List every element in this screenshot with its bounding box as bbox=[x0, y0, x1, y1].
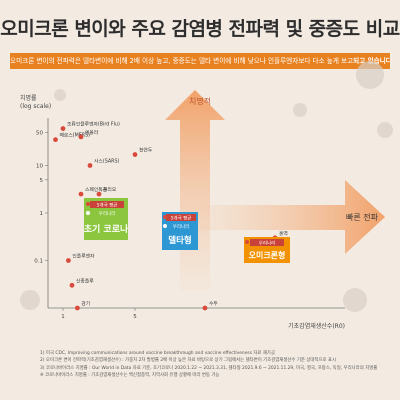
x-tick-label-1: 5 bbox=[133, 314, 137, 320]
group-delta-badge: 5개국 평균 bbox=[171, 215, 192, 222]
group-omicron-badge: 우리나라 bbox=[259, 240, 276, 247]
data-point-label-4: 스페인독감 bbox=[85, 186, 108, 193]
data-point-label-9: 감기 bbox=[81, 300, 90, 307]
group-omicron: 우리나라 오미크론형 bbox=[244, 237, 290, 263]
data-point-5 bbox=[96, 191, 102, 197]
data-point-11 bbox=[202, 305, 208, 311]
y-tick-label-3: 1 bbox=[40, 211, 44, 217]
data-point-label-10: 홍역 bbox=[279, 230, 288, 237]
data-point-label-0: 조류인플루엔자(Bird Flu) bbox=[67, 121, 120, 128]
y-tick-label-0: 50 bbox=[36, 130, 43, 136]
data-point-3 bbox=[132, 152, 138, 157]
group-initial-label: 초기 코로나 bbox=[84, 223, 129, 235]
data-point-4 bbox=[78, 191, 84, 197]
data-point-8 bbox=[66, 258, 71, 263]
banner-text: 오미크론 변이의 전파력은 델타변이에 비해 2배 이상 높고, 중증도는 델타… bbox=[10, 57, 354, 65]
footnote-2: 2) 오미크론 변이 전파력(기초감염재생산수) : 가중치 2차 발병률 2배… bbox=[40, 358, 337, 364]
group-initial-badge: 5개국 평균 bbox=[97, 202, 118, 209]
group-delta: 5개국 평균 우리나라 델타형 bbox=[162, 212, 198, 250]
y-axis-label: 치명률 (log scale) bbox=[20, 94, 51, 110]
y-tick-label-4: 0.1 bbox=[34, 259, 43, 265]
footnote-4: ※ 코로나바이러스 치명률 : 기초감염재생산수는 백신접종력, 지역사회 유행… bbox=[40, 373, 220, 379]
data-point-1 bbox=[53, 137, 58, 143]
transmission-arrow bbox=[180, 180, 385, 254]
data-point-label-3: 천연두 bbox=[139, 147, 153, 154]
data-point-0 bbox=[60, 126, 66, 131]
footnotes: 1) 미국 CDC, Improving communications arou… bbox=[40, 350, 390, 380]
data-point-label-1: 메르스(MERS) bbox=[60, 132, 91, 139]
data-point-7 bbox=[69, 282, 75, 288]
data-point-label-6: 사스(SARS) bbox=[94, 158, 119, 165]
decorative-virus-icons bbox=[20, 61, 393, 312]
page-title: 오미크론 변이와 주요 감염병 전파력 및 중증도 비교 bbox=[0, 18, 400, 40]
data-point-label-2: 에볼라 bbox=[85, 129, 99, 136]
y-tick-label-1: 10 bbox=[36, 164, 43, 170]
data-point-2 bbox=[78, 134, 84, 140]
group-delta-subbadge: 우리나라 bbox=[173, 223, 190, 230]
footnote-3: 3) 코로나바이러스 치명률 : Our World in Data 자료 기준… bbox=[40, 365, 378, 371]
data-point-label-11: 수두 bbox=[209, 301, 218, 307]
footnote-1: 1) 미국 CDC, Improving communications arou… bbox=[40, 351, 275, 356]
x-tick-label-0: 1 bbox=[61, 314, 65, 320]
banner-emphasis: 되고 있습니다. bbox=[353, 57, 390, 65]
severity-arrow-label: 치명적 bbox=[189, 96, 211, 106]
data-point-label-7: 신종플루 bbox=[76, 277, 94, 284]
data-point-9 bbox=[75, 305, 80, 311]
group-omicron-label: 오미크론형 bbox=[249, 250, 286, 260]
severity-arrow bbox=[165, 90, 225, 290]
data-point-label-5: 폴리오 bbox=[103, 186, 117, 193]
data-point-label-8: 인플루엔자 bbox=[72, 253, 95, 260]
data-point-6 bbox=[87, 163, 93, 168]
x-axis-label: 기초감염재생산수(R0) bbox=[288, 322, 345, 330]
transmission-arrow-label: 빠른 전파 bbox=[346, 212, 379, 222]
y-tick-label-2: 5 bbox=[40, 178, 44, 184]
group-delta-label: 델타형 bbox=[168, 235, 191, 246]
group-initial-covid: 5개국 평균 우리나라 초기 코로나 bbox=[84, 198, 129, 240]
summary-banner: 오미크론 변이의 전파력은 델타변이에 비해 2배 이상 높고, 중증도는 델타… bbox=[10, 53, 390, 69]
group-initial-subbadge: 우리나라 bbox=[99, 210, 116, 217]
